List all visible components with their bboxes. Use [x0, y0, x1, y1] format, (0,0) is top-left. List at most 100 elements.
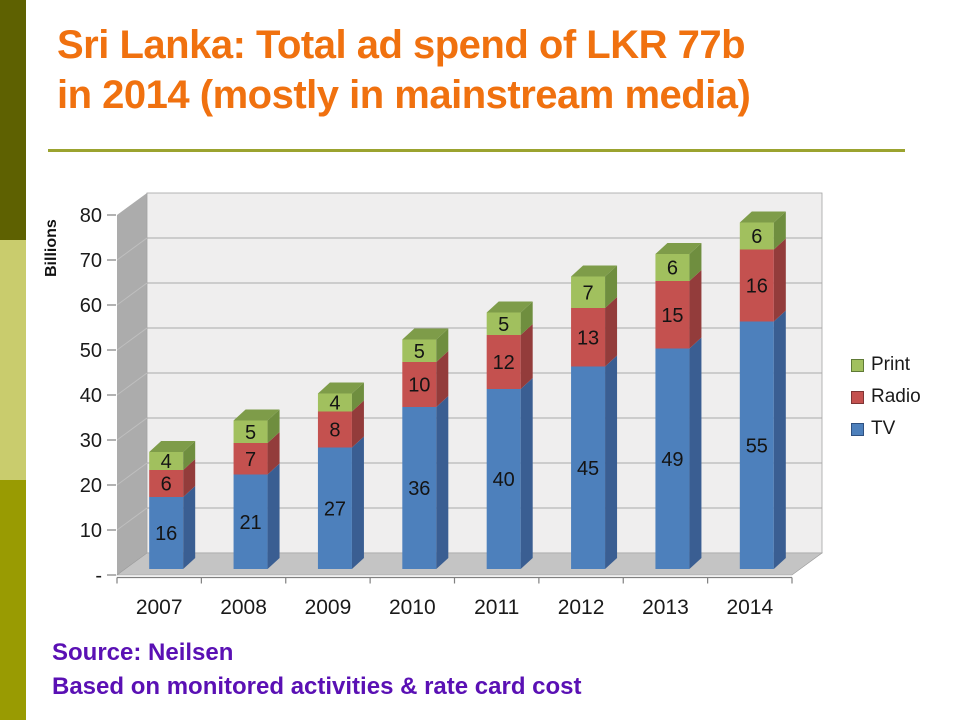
chart-walls: [117, 192, 823, 575]
data-label: 7: [245, 449, 256, 471]
y-axis-ticks: - 10 20 30 40 50 60 70 80: [80, 205, 116, 587]
axes: Billions: [43, 219, 793, 584]
segment-print-2014: [739, 222, 774, 250]
legend-swatch-tv: [851, 422, 864, 436]
bar-2013: 49 15 6: [655, 243, 702, 569]
slide-title-line2: in 2014 (mostly in mainstream media): [57, 73, 751, 117]
y-tick-label: 30: [80, 430, 102, 452]
segment-print-2011: [486, 312, 521, 335]
chart-legend: Print Radio TV: [851, 354, 921, 450]
data-label: 6: [751, 226, 762, 248]
segment-radio-2011: [486, 335, 521, 389]
segment-print-2008: [233, 420, 268, 443]
y-tick-label: 50: [80, 340, 102, 362]
segment-radio-2007: [149, 470, 184, 497]
data-label: 12: [493, 352, 515, 374]
data-label: 6: [667, 258, 678, 280]
segment-tv-2009: [317, 447, 352, 569]
data-label: 6: [161, 474, 172, 496]
data-label: 5: [498, 314, 509, 336]
sidebar-accent-middle: [0, 240, 26, 480]
legend-item-tv: TV: [851, 418, 921, 440]
x-tick-label-2010: 2010: [389, 596, 436, 619]
data-label: 13: [577, 327, 599, 349]
data-label: 15: [661, 305, 683, 327]
segment-tv-2007: [149, 497, 184, 569]
slide-title-line1: Sri Lanka: Total ad spend of LKR 77b: [57, 23, 746, 67]
legend-item-radio: Radio: [851, 386, 921, 408]
y-tick-label: 40: [80, 385, 102, 407]
segment-tv-2008: [233, 474, 268, 569]
y-axis-title: Billions: [43, 219, 60, 277]
legend-label-radio: Radio: [871, 386, 921, 407]
legend-swatch-radio: [851, 390, 864, 404]
data-label: 27: [324, 498, 346, 520]
legend-label-tv: TV: [871, 418, 896, 439]
data-label: 5: [414, 341, 425, 363]
data-label: 4: [329, 393, 340, 415]
data-label: 4: [161, 451, 172, 473]
y-tick-label: 10: [80, 520, 102, 542]
bar-2012: 45 13 7: [571, 265, 618, 569]
y-tick-label: 20: [80, 475, 102, 497]
segment-tv-2010: [402, 407, 437, 569]
x-tick-label-2011: 2011: [474, 596, 519, 619]
x-tick-label-2007: 2007: [136, 596, 183, 619]
data-label: 49: [661, 449, 683, 471]
bar-2009: 27 8 4: [317, 382, 364, 569]
x-tick-label-2009: 2009: [305, 596, 352, 619]
segment-tv-2014: [739, 321, 774, 569]
data-label: 16: [155, 523, 177, 545]
legend-swatch-print: [851, 358, 864, 372]
chart-floor: [116, 552, 823, 576]
sidebar-accent-top: [0, 0, 26, 240]
segment-radio-2009: [317, 411, 352, 448]
segment-tv-2011: [486, 389, 521, 569]
x-tick-label-2014: 2014: [726, 596, 773, 619]
segment-print-2010: [402, 339, 437, 362]
data-label: 5: [245, 422, 256, 444]
y-tick-label: 60: [80, 295, 102, 317]
segment-tv-2013: [655, 348, 690, 569]
bar-2014: 55 16 6: [739, 211, 786, 569]
data-label: 7: [583, 282, 594, 304]
segment-print-2013: [655, 254, 690, 281]
segment-radio-2008: [233, 443, 268, 475]
segment-radio-2010: [402, 362, 437, 407]
source-method-line: Based on monitored activities & rate car…: [52, 673, 582, 700]
y-tick-label: 80: [80, 205, 102, 227]
x-tick-label-2008: 2008: [220, 596, 267, 619]
data-label: 16: [746, 276, 768, 298]
segment-radio-2014: [739, 249, 774, 322]
bar-2008: 21 7 5: [233, 409, 280, 569]
source-line: Source: Neilsen: [52, 639, 234, 666]
y-tick-label: -: [95, 565, 102, 587]
x-axis-labels: 2007 2008 2009 2010 2011 2012 2013 2014: [136, 596, 774, 619]
bar-2010: 36 10 5: [402, 328, 449, 569]
data-label: 21: [239, 512, 261, 534]
title-underline: [48, 149, 905, 152]
sidebar-accent-bottom: [0, 480, 26, 720]
segment-print-2007: [149, 452, 184, 470]
x-tick-label-2012: 2012: [558, 596, 605, 619]
segment-tv-2012: [571, 366, 606, 569]
data-label: 10: [408, 375, 430, 397]
segment-radio-2013: [655, 281, 690, 349]
segment-radio-2012: [571, 308, 606, 367]
data-label: 55: [746, 435, 768, 457]
data-label: 36: [408, 478, 430, 500]
x-tick-label-2013: 2013: [642, 596, 689, 619]
ad-spend-stacked-bar-chart: 1664217527843610540125451374915655166Bil…: [43, 192, 823, 619]
segment-print-2012: [571, 276, 606, 308]
legend-item-print: Print: [851, 354, 921, 376]
legend-label-print: Print: [871, 354, 911, 375]
slide-title: Sri Lanka: Total ad spend of LKR 77b in …: [57, 20, 917, 120]
y-tick-label: 70: [80, 250, 102, 272]
segment-print-2009: [317, 393, 352, 412]
data-label: 45: [577, 458, 599, 480]
data-label: 40: [493, 469, 515, 491]
bar-2011: 40 12 5: [486, 301, 533, 569]
data-label: 8: [329, 420, 340, 442]
